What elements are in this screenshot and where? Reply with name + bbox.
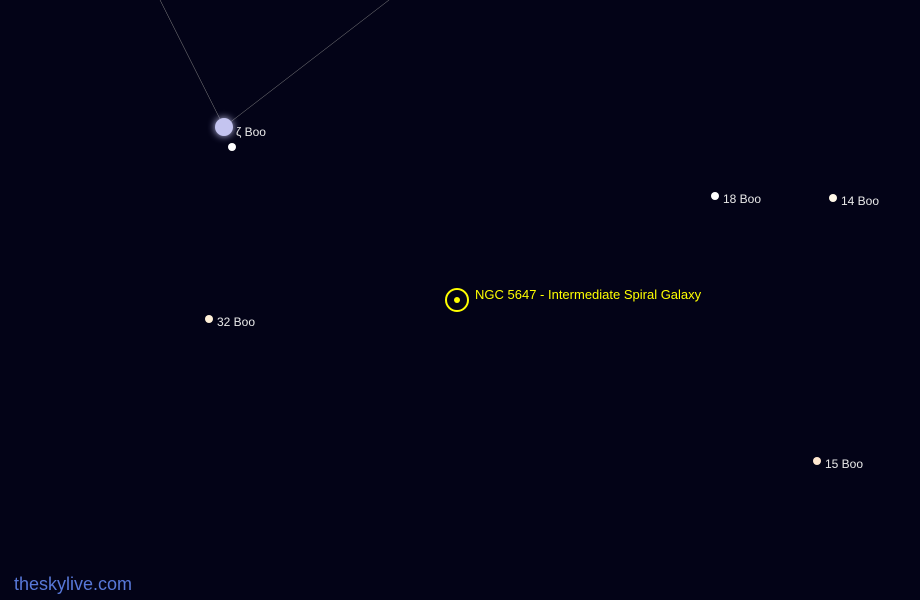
target-dot bbox=[454, 297, 460, 303]
star-label-15-boo: 15 Boo bbox=[825, 457, 863, 471]
star-32-boo bbox=[205, 315, 213, 323]
star-label-32-boo: 32 Boo bbox=[217, 315, 255, 329]
watermark: theskylive.com bbox=[14, 574, 132, 595]
constellation-line bbox=[224, 0, 415, 127]
star-zeta-boo-companion bbox=[228, 143, 236, 151]
star-label-14-boo: 14 Boo bbox=[841, 194, 879, 208]
star-label-18-boo: 18 Boo bbox=[723, 192, 761, 206]
star-14-boo bbox=[829, 194, 837, 202]
target-label: NGC 5647 - Intermediate Spiral Galaxy bbox=[475, 287, 701, 302]
star-label-zeta-boo: ζ Boo bbox=[236, 125, 266, 139]
star-18-boo bbox=[711, 192, 719, 200]
constellation-line bbox=[150, 0, 224, 127]
star-zeta-boo bbox=[215, 118, 233, 136]
star-15-boo bbox=[813, 457, 821, 465]
